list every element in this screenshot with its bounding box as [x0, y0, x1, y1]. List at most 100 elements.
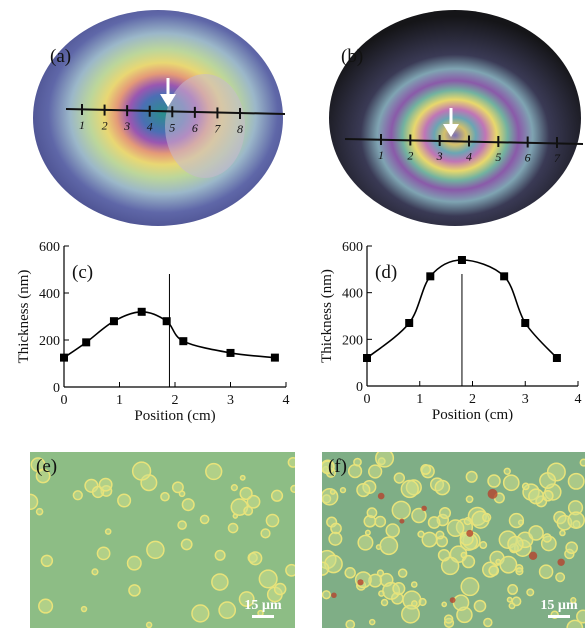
droplet — [98, 477, 113, 492]
arrow-down-icon — [160, 78, 176, 107]
droplet — [145, 621, 153, 628]
y-axis-label: Thickness (nm) — [16, 270, 32, 364]
droplet — [401, 604, 420, 624]
wafer-mark-label: 1 — [378, 148, 384, 162]
wafer-mark-label: 3 — [436, 149, 443, 163]
panel-a-label: (a) — [50, 46, 72, 67]
droplet — [368, 618, 376, 626]
droplet — [465, 495, 474, 504]
droplet — [126, 555, 142, 571]
droplet — [417, 530, 425, 538]
droplet — [418, 597, 427, 607]
droplet — [375, 452, 395, 468]
droplet — [230, 484, 238, 492]
droplet — [329, 488, 336, 495]
droplet — [243, 505, 254, 516]
chart-panel-label: (d) — [375, 262, 397, 283]
droplet — [555, 572, 566, 583]
droplet — [567, 472, 585, 490]
wafer-mark-label: 4 — [466, 150, 472, 164]
droplet — [91, 568, 99, 576]
droplet — [508, 602, 516, 610]
droplet — [487, 474, 501, 488]
x-tick-label: 1 — [116, 393, 123, 408]
data-point — [137, 307, 146, 316]
droplet — [328, 531, 343, 546]
droplet — [465, 470, 478, 483]
wafer-mark-label: 6 — [192, 121, 198, 135]
droplet — [460, 577, 480, 597]
droplet — [397, 568, 408, 578]
x-tick-label: 3 — [227, 393, 234, 408]
droplet — [238, 591, 255, 608]
droplet — [437, 548, 451, 562]
droplet — [440, 556, 460, 576]
droplet — [528, 488, 545, 505]
wafer-mark-label: 6 — [525, 151, 531, 165]
droplet — [435, 530, 445, 540]
droplet — [420, 464, 432, 475]
x-tick-label: 4 — [575, 392, 582, 407]
droplet-dark — [487, 488, 498, 499]
droplet — [227, 522, 239, 534]
droplet — [72, 490, 83, 501]
y-tick-label: 600 — [342, 240, 363, 255]
droplet-dark — [399, 518, 405, 524]
panel-b-wafer-photo: 1 2 3 4 5 6 7 (b) — [325, 6, 584, 228]
droplet — [515, 567, 524, 576]
data-point — [162, 317, 171, 326]
wafer-mark-label: 7 — [554, 151, 561, 165]
wafer-mark-label: 8 — [237, 122, 243, 136]
droplet-dark — [421, 505, 427, 512]
wafer-mark-label: 2 — [102, 119, 108, 133]
droplet — [427, 516, 441, 529]
droplet — [542, 533, 552, 543]
droplet — [290, 484, 295, 493]
droplet — [385, 523, 400, 538]
droplet — [322, 460, 335, 475]
droplet — [171, 481, 184, 494]
droplet — [285, 563, 295, 577]
droplet — [218, 601, 237, 620]
wafer-mark-label: 5 — [495, 150, 501, 164]
droplet — [146, 540, 165, 560]
droplet-dark — [557, 558, 565, 566]
droplet — [502, 474, 520, 492]
droplet — [322, 561, 330, 576]
droplet — [460, 551, 468, 559]
data-point — [226, 348, 235, 357]
panel-f-label: (f) — [328, 456, 347, 477]
arrow-down-icon — [443, 108, 459, 137]
chart-d: 0 200 400 600 0 1 2 3 4 Position (cm) Thickness (n… — [300, 236, 585, 441]
panel-e-label: (e) — [36, 456, 58, 477]
panel-f-micrograph: (f) 15 µm — [322, 452, 585, 628]
micrograph-e-image — [30, 452, 295, 628]
droplet — [265, 513, 280, 528]
droplet — [441, 601, 448, 608]
droplet — [260, 528, 271, 539]
droplet — [461, 554, 476, 569]
droplet — [488, 565, 500, 577]
droplet — [503, 467, 511, 475]
y-tick-label: 400 — [342, 287, 363, 302]
wafer-mark-label: 4 — [147, 120, 153, 134]
wafer-b-disk — [329, 10, 581, 226]
chart-c-svg: 0 200 400 600 0 1 2 3 4 Position (cm) Thickness (n… — [16, 240, 290, 424]
data-point — [552, 354, 561, 362]
droplet — [374, 515, 387, 528]
wafer-b-marks: 1 2 3 4 5 6 7 — [378, 134, 561, 165]
droplet — [559, 529, 566, 537]
droplet — [287, 456, 295, 468]
data-point — [521, 319, 530, 327]
droplet — [178, 490, 186, 498]
droplet — [199, 514, 210, 525]
droplet — [526, 588, 535, 597]
y-tick-label: 400 — [39, 287, 60, 302]
droplet — [452, 594, 470, 611]
chart-c: 0 200 400 600 0 1 2 3 4 Position (cm) Thickness (n… — [0, 236, 292, 441]
chart-panel-label: (c) — [72, 262, 93, 283]
droplet — [357, 534, 374, 551]
droplet — [539, 472, 557, 490]
droplet — [270, 489, 284, 502]
droplet — [345, 619, 356, 628]
